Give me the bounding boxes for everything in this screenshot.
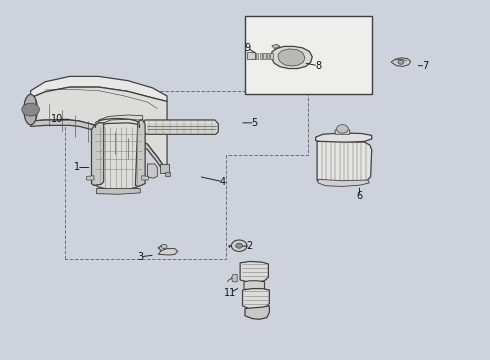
Text: 7: 7 [422,61,428,71]
Polygon shape [87,176,94,180]
Polygon shape [135,120,145,186]
Polygon shape [316,133,372,143]
Ellipse shape [24,94,37,125]
Text: 3: 3 [137,252,143,262]
Text: 2: 2 [247,241,253,251]
Polygon shape [231,275,237,282]
Polygon shape [99,115,143,123]
Polygon shape [272,44,280,49]
Polygon shape [93,123,143,189]
Text: 6: 6 [356,191,363,201]
Text: 4: 4 [220,177,226,187]
Polygon shape [260,53,262,59]
Text: 11: 11 [224,288,237,297]
Polygon shape [158,249,178,255]
Text: 10: 10 [51,114,64,124]
Circle shape [22,103,39,116]
Polygon shape [317,141,372,184]
Polygon shape [144,120,218,134]
Polygon shape [245,306,270,319]
Polygon shape [30,87,167,170]
Circle shape [236,243,243,248]
Polygon shape [318,179,369,186]
Polygon shape [147,164,157,178]
Polygon shape [244,281,265,291]
Polygon shape [30,120,167,170]
Polygon shape [97,189,140,194]
Polygon shape [142,176,148,180]
Polygon shape [30,76,167,102]
Bar [245,16,372,94]
Polygon shape [272,46,312,68]
Bar [165,172,171,176]
Circle shape [337,125,348,133]
Circle shape [161,244,167,249]
Circle shape [398,60,404,64]
Polygon shape [92,123,104,185]
Text: 1: 1 [74,162,80,172]
Polygon shape [240,261,269,282]
Polygon shape [267,53,269,59]
Text: 9: 9 [245,43,250,53]
Polygon shape [256,53,258,59]
Polygon shape [278,49,305,66]
Polygon shape [252,53,255,59]
Polygon shape [270,53,273,59]
Polygon shape [391,58,411,66]
Bar [160,164,170,173]
Polygon shape [263,53,266,59]
Text: 5: 5 [252,118,258,128]
Polygon shape [335,129,350,134]
Bar [247,52,255,59]
Circle shape [231,240,247,251]
Polygon shape [243,289,270,309]
Text: 8: 8 [315,61,321,71]
